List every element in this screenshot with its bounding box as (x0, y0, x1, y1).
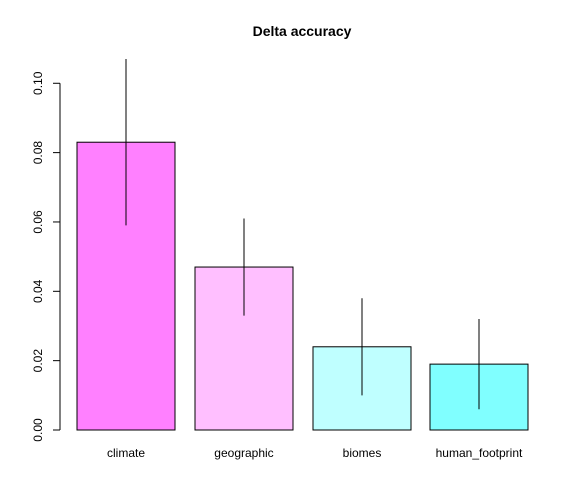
chart-title: Delta accuracy (253, 23, 352, 39)
y-tick-label: 0.08 (31, 141, 45, 165)
y-axis: 0.00 0.02 0.04 0.06 0.08 0.10 (31, 71, 61, 442)
y-tick-label: 0.10 (31, 71, 45, 95)
y-tick-label: 0.02 (31, 349, 45, 373)
x-tick-label: human_footprint (436, 446, 523, 460)
x-tick-label: climate (107, 446, 145, 460)
y-tick-label: 0.04 (31, 279, 45, 303)
error-bars (125, 59, 480, 410)
category-labels: climate geographic biomes human_footprint (107, 446, 523, 460)
y-tick-label: 0.00 (31, 418, 45, 442)
bars (76, 141, 529, 431)
x-tick-label: biomes (343, 446, 382, 460)
x-tick-label: geographic (214, 446, 273, 460)
y-tick-label: 0.06 (31, 210, 45, 234)
